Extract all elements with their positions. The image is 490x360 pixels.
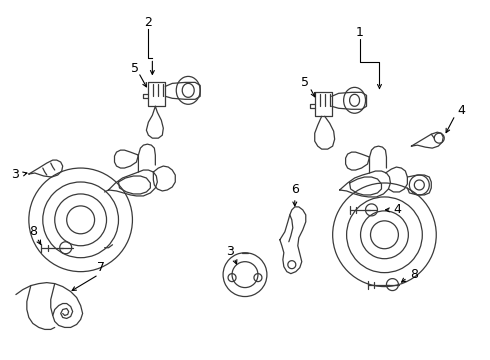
Text: 3: 3 [11,167,19,180]
Text: 5: 5 [301,76,309,89]
Text: 8: 8 [410,268,418,281]
Text: 3: 3 [226,245,234,258]
Text: 5: 5 [131,62,140,75]
Text: 2: 2 [145,16,152,29]
Text: 7: 7 [97,261,104,274]
Text: 6: 6 [291,184,299,197]
Text: 4: 4 [393,203,401,216]
Text: 1: 1 [356,26,364,39]
Text: 8: 8 [29,225,37,238]
Text: 4: 4 [457,104,465,117]
